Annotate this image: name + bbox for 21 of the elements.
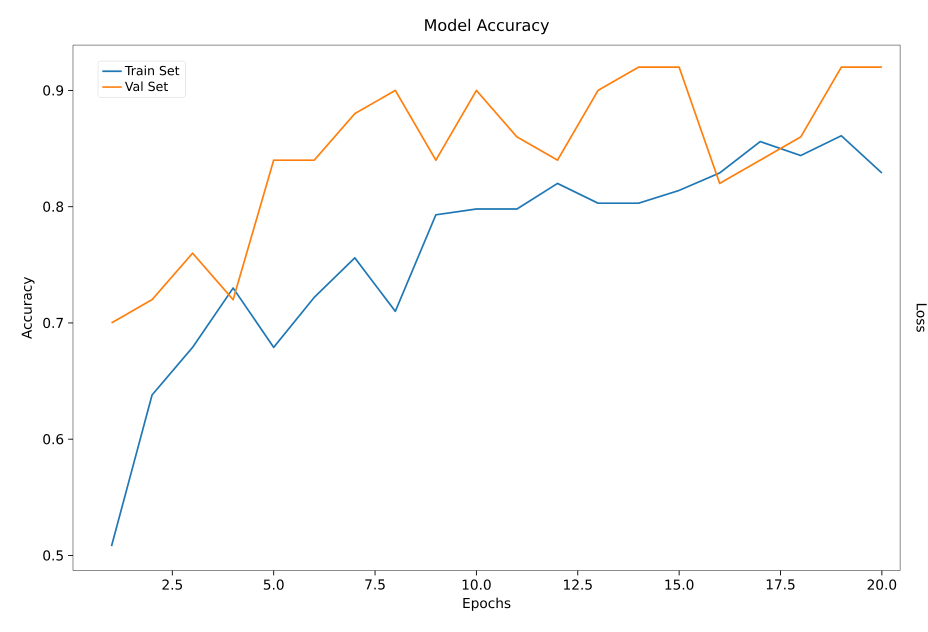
y-tick-label: 0.9 [43,85,64,96]
chart-title: Model Accuracy [425,18,550,34]
y-tick-label: 0.6 [43,434,64,444]
line-series [110,134,883,547]
x-tick-label: 5.0 [264,579,284,590]
x-tick-label: 20.0 [868,579,896,590]
y-tick-label: 0.5 [43,550,63,561]
x-tick-label: 15.0 [665,579,694,590]
y-axis-title: Accuracy [22,276,35,339]
x-tick-label: 17.5 [766,579,795,590]
y-tick-label: 0.7 [43,318,63,328]
x-tick-label: 7.5 [365,579,385,590]
legend-label: Val Set [124,81,168,92]
x-tick-label: 2.5 [162,579,182,590]
line-series [110,66,883,324]
x-axis-title: Epochs [463,598,510,611]
x-tick-label: 12.5 [564,579,592,590]
text: Loss [916,304,927,332]
x-tick-label: 10.0 [462,579,491,590]
legend-label: Train Set [124,66,180,76]
y-tick-label: 0.8 [43,201,64,212]
